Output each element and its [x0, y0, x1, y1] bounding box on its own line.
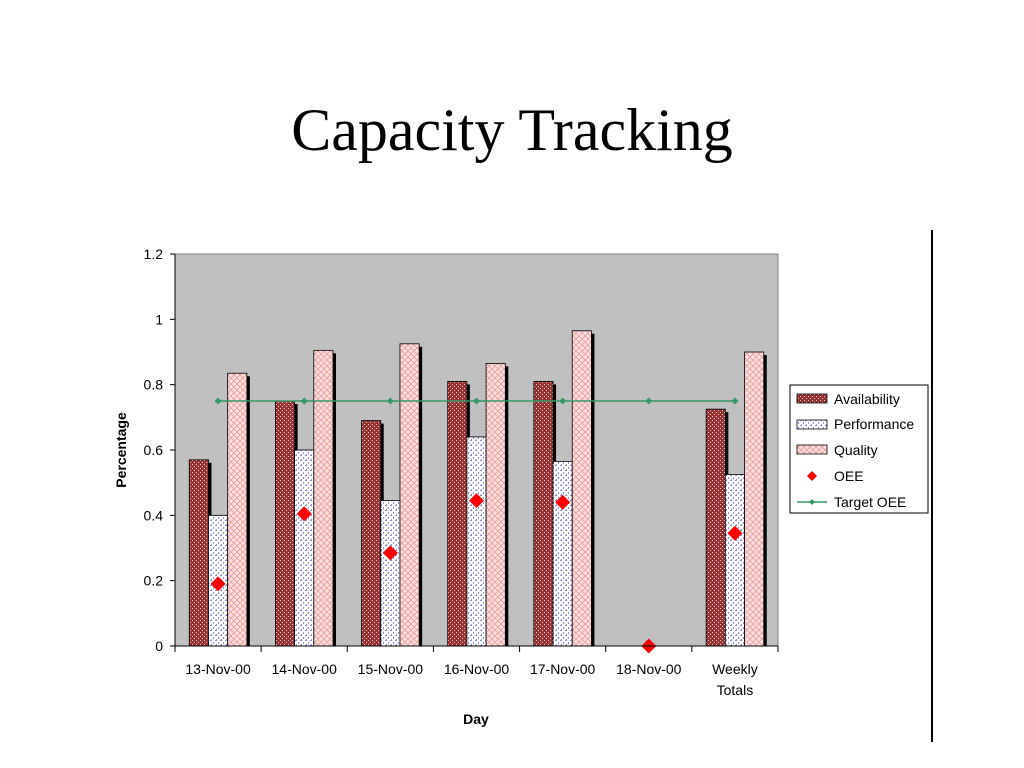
y-tick-label: 0.8 [144, 377, 164, 393]
x-tick-label: 13-Nov-00 [185, 661, 251, 677]
target-oee-marker [386, 397, 394, 405]
bar-performance [466, 436, 487, 647]
oee-marker [727, 525, 743, 541]
target-oee-marker [559, 397, 567, 405]
bar-availability [275, 400, 296, 647]
y-tick-label: 1.2 [144, 246, 164, 262]
oee-marker [210, 576, 226, 592]
legend-swatch-availability [796, 393, 828, 404]
y-axis-title: Percentage [113, 412, 129, 488]
x-tick-label: 14-Nov-00 [272, 661, 338, 677]
legend-marker-target-oee [809, 499, 815, 505]
bar-quality [744, 351, 765, 647]
legend-label-availability: Availability [834, 391, 900, 407]
bar-availability [361, 420, 382, 647]
y-tick-label: 1 [155, 311, 163, 327]
legend-swatch-quality [796, 444, 828, 455]
legend-swatch-performance [796, 419, 828, 430]
bar-performance [552, 461, 573, 647]
bar-quality [571, 330, 592, 647]
bar-quality [313, 349, 334, 647]
bar-quality [227, 372, 248, 647]
slide-divider-line [931, 230, 933, 742]
oee-marker [555, 494, 571, 510]
target-oee-marker [731, 397, 739, 405]
target-oee-marker [473, 397, 480, 405]
oee-marker [469, 493, 484, 509]
oee-marker [382, 545, 398, 561]
bar-quality [485, 363, 506, 647]
bar-quality [399, 343, 420, 647]
x-tick-label: 16-Nov-00 [444, 661, 510, 677]
x-tick-label: 15-Nov-00 [358, 661, 424, 677]
bar-performance [380, 500, 401, 647]
bar-availability [533, 380, 554, 647]
legend-marker-oee [807, 471, 817, 481]
oee-marker [296, 506, 312, 522]
bar-performance [294, 449, 315, 647]
x-axis-title: Day [463, 711, 489, 727]
x-tick-label: 17-Nov-00 [530, 661, 596, 677]
bar-availability [188, 459, 209, 647]
bar-availability [447, 380, 468, 647]
legend-label-oee: OEE [834, 468, 864, 484]
x-tick-label: Weekly Totals [712, 661, 758, 698]
legend: Availability Performance Quality OEE Tar… [789, 384, 929, 514]
y-tick-label: 0.2 [144, 573, 164, 589]
legend-label-performance: Performance [834, 416, 914, 432]
legend-label-target-oee: Target OEE [834, 494, 906, 510]
x-tick-label: 18-Nov-00 [616, 661, 682, 677]
legend-label-quality: Quality [834, 442, 878, 458]
bar-performance [724, 474, 745, 647]
target-oee-marker [214, 397, 222, 405]
target-oee-marker [645, 397, 653, 405]
y-tick-label: 0.4 [144, 507, 164, 523]
y-tick-label: 0 [155, 638, 163, 654]
target-oee-marker [300, 397, 308, 405]
slide-title: Capacity Tracking [291, 97, 733, 163]
y-tick-label: 0.6 [144, 442, 164, 458]
bar-availability [705, 408, 726, 647]
